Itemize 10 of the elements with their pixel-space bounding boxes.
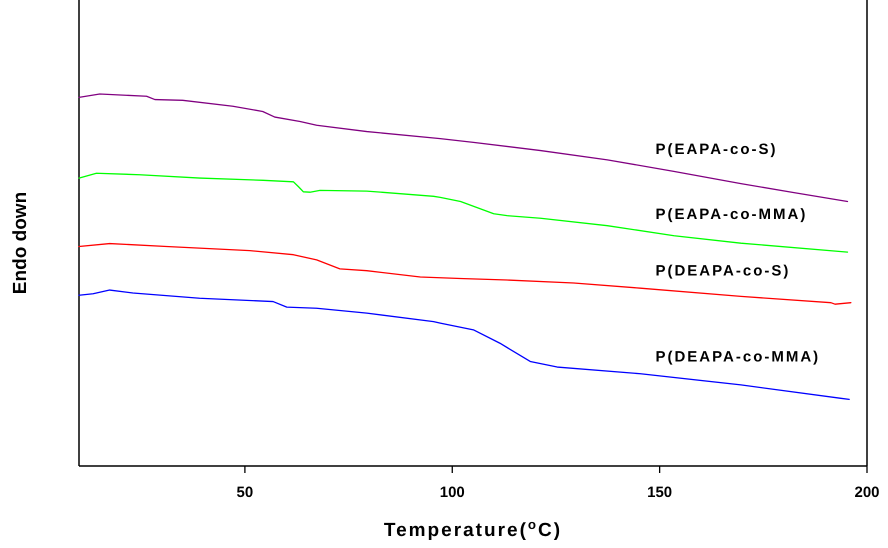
x-tick-label: 200 [854, 484, 880, 501]
series-label: P(DEAPA-co-S) [655, 262, 790, 280]
series-label: P(EAPA-co-S) [655, 141, 778, 158]
x-axis-title: Temperature($^{o}$C) [384, 516, 562, 541]
series-label: P(DEAPA-co-MMA) [655, 348, 820, 366]
y-axis-title: Endo down [10, 192, 31, 294]
x-tick-label: 50 [236, 484, 254, 501]
x-tick-label: 100 [440, 484, 465, 501]
x-tick-label: 150 [647, 484, 672, 501]
series-label: P(EAPA-co-MMA) [655, 206, 808, 223]
